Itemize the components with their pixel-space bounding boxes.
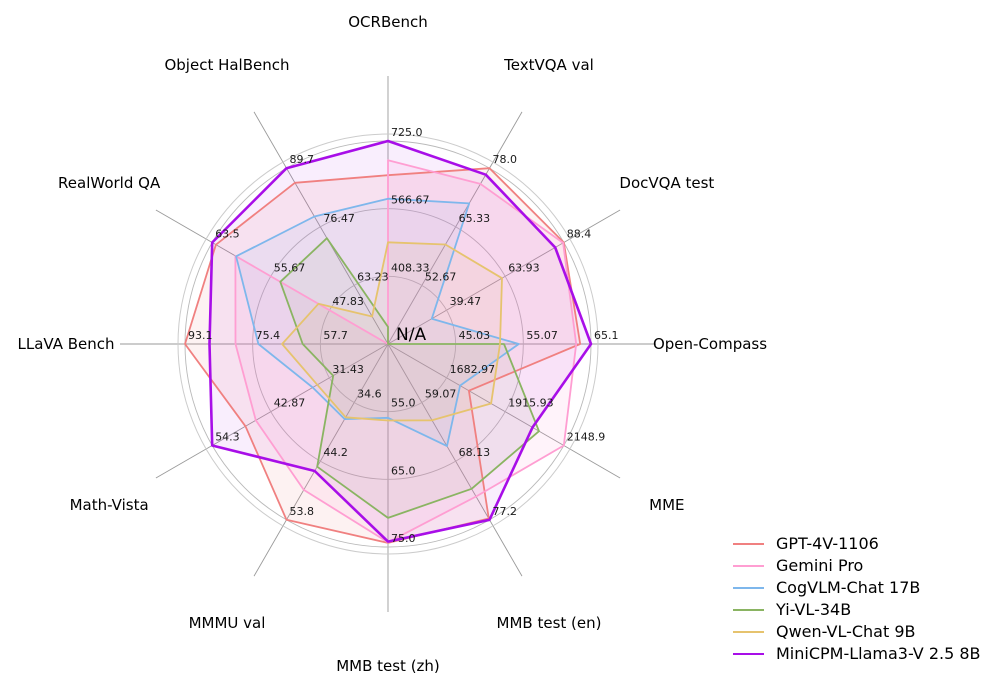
series-fill-yi-vl-34b bbox=[280, 238, 539, 518]
legend-item-gpt-4v-1106: GPT-4V-1106 bbox=[733, 533, 981, 555]
tick-label-docvqa-test-1: 39.47 bbox=[450, 295, 482, 308]
axis-spoke-docvqa-test bbox=[387, 209, 621, 345]
tick-label-mmb-test-en-2: 68.13 bbox=[459, 446, 491, 459]
series-line-yi-vl-34b bbox=[279, 237, 540, 519]
tick-label-ocrbench-2: 566.67 bbox=[391, 194, 430, 207]
tick-label-mmmu-val-2: 44.2 bbox=[323, 446, 348, 459]
legend-line-swatch-qwen-vl-chat-9b bbox=[733, 631, 764, 633]
axis-label-docvqa-test: DocVQA test bbox=[619, 174, 714, 192]
tick-label-mmb-test-zh-2: 65.0 bbox=[391, 464, 416, 477]
legend-line-swatch-minicpm-llama3-v-2-5-8b bbox=[733, 653, 764, 655]
outer-spine-ring bbox=[177, 133, 599, 555]
tick-label-textvqa-val-1: 52.67 bbox=[425, 270, 457, 283]
tick-label-llava-bench-2: 75.4 bbox=[256, 329, 281, 342]
tick-label-realworld-qa-3: 63.5 bbox=[215, 228, 240, 241]
legend-label: Yi-VL-34B bbox=[776, 600, 852, 619]
legend-item-qwen-vl-chat-9b: Qwen-VL-Chat 9B bbox=[733, 621, 981, 643]
tick-label-math-vista-3: 54.3 bbox=[215, 431, 240, 444]
legend-label: CogVLM-Chat 17B bbox=[776, 578, 921, 597]
axis-label-math-vista: Math-Vista bbox=[70, 496, 149, 514]
legend-label: GPT-4V-1106 bbox=[776, 534, 879, 553]
tick-label-llava-bench-3: 93.1 bbox=[188, 329, 213, 342]
axis-spoke-textvqa-val bbox=[387, 111, 523, 345]
tick-label-open-compass-2: 55.07 bbox=[526, 329, 558, 342]
legend-item-cogvlm-chat-17b: CogVLM-Chat 17B bbox=[733, 577, 981, 599]
tick-label-math-vista-2: 42.87 bbox=[274, 397, 306, 410]
tick-label-mme-1: 1682.97 bbox=[450, 363, 496, 376]
tick-label-realworld-qa-2: 55.67 bbox=[274, 261, 306, 274]
center-na-label: N/A bbox=[396, 325, 426, 345]
axis-label-object-halbench: Object HalBench bbox=[164, 56, 289, 74]
tick-label-mmb-test-zh-3: 75.0 bbox=[391, 532, 416, 545]
tick-label-open-compass-1: 45.03 bbox=[459, 329, 491, 342]
axis-label-mmmu-val: MMMU val bbox=[189, 614, 266, 632]
series-line-minicpm-llama3-v-2-5-8b bbox=[208, 139, 593, 543]
axis-spoke-math-vista bbox=[155, 343, 389, 479]
legend-label: MiniCPM-Llama3-V 2.5 8B bbox=[776, 644, 981, 663]
axis-spoke-object-halbench bbox=[253, 111, 389, 345]
tick-label-object-halbench-3: 89.7 bbox=[290, 153, 315, 166]
axis-label-mmb-test-en: MMB test (en) bbox=[497, 614, 602, 632]
legend-label: Gemini Pro bbox=[776, 556, 864, 575]
series-line-cogvlm-chat-17b bbox=[235, 197, 520, 448]
tick-label-mmmu-val-3: 53.8 bbox=[290, 505, 315, 518]
legend-item-gemini-pro: Gemini Pro bbox=[733, 555, 981, 577]
series-fill-cogvlm-chat-17b bbox=[236, 198, 519, 447]
tick-label-mme-3: 2148.9 bbox=[567, 431, 606, 444]
tick-label-mmb-test-en-1: 59.07 bbox=[425, 388, 457, 401]
axis-label-textvqa-val: TextVQA val bbox=[503, 56, 594, 74]
legend-item-yi-vl-34b: Yi-VL-34B bbox=[733, 599, 981, 621]
tick-label-open-compass-3: 65.1 bbox=[594, 329, 619, 342]
tick-label-mmmu-val-1: 34.6 bbox=[357, 388, 382, 401]
axis-spoke-mmb-test-en bbox=[387, 343, 523, 577]
legend-item-minicpm-llama3-v-2-5-8b: MiniCPM-Llama3-V 2.5 8B bbox=[733, 643, 981, 665]
series-line-qwen-vl-chat-9b bbox=[281, 241, 503, 422]
legend-line-swatch-gemini-pro bbox=[733, 565, 764, 567]
tick-label-object-halbench-2: 76.47 bbox=[323, 212, 355, 225]
legend: GPT-4V-1106 Gemini Pro CogVLM-Chat 17B Yi-V… bbox=[733, 533, 981, 665]
tick-label-llava-bench-1: 57.7 bbox=[323, 329, 348, 342]
tick-label-mmb-test-en-3: 77.2 bbox=[493, 505, 518, 518]
series-fill-gpt-4v-1106 bbox=[185, 168, 581, 543]
tick-label-docvqa-test-2: 63.93 bbox=[508, 261, 540, 274]
axis-label-open-compass: Open-Compass bbox=[653, 335, 767, 353]
tick-label-mme-2: 1915.93 bbox=[508, 397, 554, 410]
tick-label-textvqa-val-2: 65.33 bbox=[459, 212, 491, 225]
axis-spoke-mmmu-val bbox=[253, 343, 389, 577]
axis-label-ocrbench: OCRBench bbox=[348, 13, 427, 31]
series-fill-qwen-vl-chat-9b bbox=[282, 242, 502, 421]
tick-label-realworld-qa-1: 47.83 bbox=[332, 295, 364, 308]
tick-label-math-vista-1: 31.43 bbox=[332, 363, 364, 376]
tick-label-docvqa-test-3: 88.4 bbox=[567, 228, 592, 241]
legend-line-swatch-cogvlm-chat-17b bbox=[733, 587, 764, 589]
axis-label-mmb-test-zh: MMB test (zh) bbox=[336, 657, 440, 675]
legend-line-swatch-gpt-4v-1106 bbox=[733, 543, 764, 545]
series-fill-minicpm-llama3-v-2-5-8b bbox=[209, 141, 591, 542]
axis-spoke-mme bbox=[387, 343, 621, 479]
axis-label-llava-bench: LLaVA Bench bbox=[17, 335, 114, 353]
legend-line-swatch-yi-vl-34b bbox=[733, 609, 764, 611]
legend-label: Qwen-VL-Chat 9B bbox=[776, 622, 916, 641]
tick-label-mmb-test-zh-1: 55.0 bbox=[391, 397, 416, 410]
tick-label-ocrbench-3: 725.0 bbox=[391, 126, 423, 139]
axis-label-realworld-qa: RealWorld QA bbox=[58, 174, 161, 192]
axis-label-mme: MME bbox=[649, 496, 684, 514]
tick-label-object-halbench-1: 63.23 bbox=[357, 270, 389, 283]
tick-label-textvqa-val-3: 78.0 bbox=[493, 153, 518, 166]
tick-label-ocrbench-1: 408.33 bbox=[391, 261, 430, 274]
